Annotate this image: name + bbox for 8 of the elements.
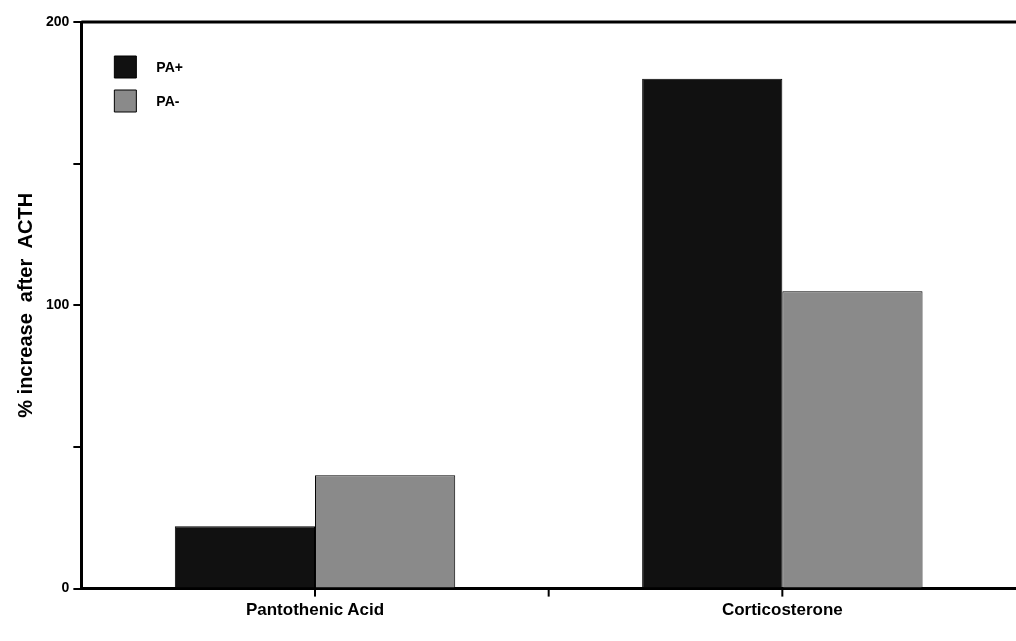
legend-label: PA- <box>156 92 180 109</box>
legend-label: PA+ <box>156 58 183 75</box>
y-axis-title: % increase after ACTH <box>13 192 36 418</box>
y-tick-label: 200 <box>46 12 70 29</box>
y-tick-label: 0 <box>61 579 70 596</box>
y-tick-label: 100 <box>46 296 70 313</box>
x-tick-label: Corticosterone <box>721 600 843 620</box>
x-tick-label: Pantothenic Acid <box>245 600 385 620</box>
